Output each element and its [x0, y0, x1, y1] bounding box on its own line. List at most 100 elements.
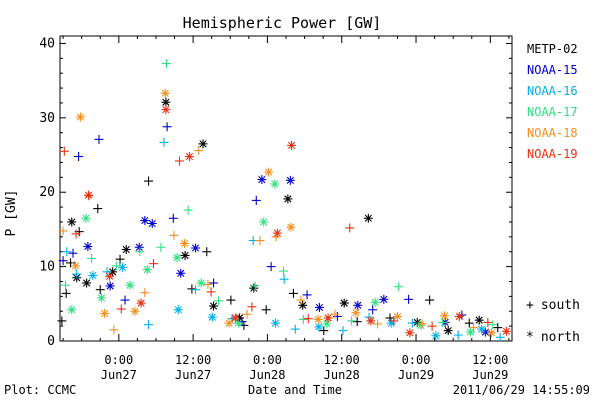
south-point-marker — [347, 316, 357, 326]
north-point-marker — [125, 280, 135, 290]
north-point-marker — [67, 305, 77, 315]
marker-legend-entry: + south — [526, 298, 580, 313]
marker-legend: + south * north — [526, 298, 580, 345]
legend-entry: NOAA-19 — [527, 147, 578, 161]
y-tick-label: 40 — [39, 36, 55, 51]
x-axis-label: Date and Time — [248, 383, 342, 397]
south-point-marker — [61, 280, 71, 290]
north-point-marker — [105, 281, 115, 291]
north-point-marker — [67, 217, 77, 227]
south-point-marker — [389, 316, 399, 326]
north-point-marker — [272, 228, 282, 238]
y-tick-label: 30 — [39, 111, 55, 126]
north-point-marker — [173, 305, 183, 315]
north-point-marker — [440, 311, 450, 321]
south-point-marker — [438, 317, 448, 327]
north-point-marker — [323, 313, 333, 323]
north-point-marker — [416, 320, 426, 330]
south-point-marker — [407, 318, 417, 328]
x-tick-time: 12:00 — [472, 353, 508, 367]
north-point-marker — [285, 175, 295, 185]
north-point-marker — [270, 318, 280, 328]
north-point-marker — [224, 318, 234, 328]
south-point-marker — [302, 290, 312, 300]
south-point-marker — [457, 310, 467, 320]
south-point-marker — [61, 288, 71, 298]
legend-entry: NOAA-18 — [527, 126, 578, 140]
north-point-marker — [270, 179, 280, 189]
south-point-marker — [427, 321, 437, 331]
south-point-marker — [338, 326, 348, 336]
south-point-marker — [175, 156, 185, 166]
plot-credit: Plot: CCMC — [4, 383, 76, 397]
north-point-marker — [198, 139, 208, 149]
south-point-marker — [483, 317, 493, 327]
south-point-marker — [120, 295, 130, 305]
legend: METP-02 NOAA-15 NOAA-16 NOAA-17 NOAA-18 NOAA-… — [527, 42, 578, 161]
north-point-marker — [83, 242, 93, 252]
north-point-marker — [100, 308, 110, 318]
north-point-marker — [176, 268, 186, 278]
south-point-marker — [296, 295, 306, 305]
north-point-marker — [379, 294, 389, 304]
south-point-marker — [72, 269, 82, 279]
legend-entry: METP-02 — [527, 42, 578, 56]
south-point-marker — [62, 247, 72, 257]
south-point-marker — [209, 278, 219, 288]
north-point-marker — [75, 112, 85, 122]
south-point-marker — [156, 242, 166, 252]
north-point-marker — [134, 242, 144, 252]
south-point-marker — [298, 314, 308, 324]
north-point-marker — [121, 245, 131, 254]
south-point-marker — [345, 223, 355, 233]
south-point-marker — [168, 213, 178, 223]
south-point-marker — [66, 258, 76, 268]
north-point-marker — [370, 297, 380, 307]
south-point-marker — [266, 262, 276, 272]
south-point-marker — [303, 314, 313, 324]
south-point-marker — [144, 320, 154, 330]
south-point-marker — [74, 152, 84, 162]
north-point-marker — [207, 312, 217, 322]
south-point-marker — [255, 236, 265, 246]
south-point-marker — [115, 254, 125, 264]
x-tick-time: 0:00 — [104, 353, 133, 367]
north-point-marker — [286, 222, 296, 232]
south-point-marker — [279, 266, 289, 276]
north-point-marker — [196, 278, 206, 288]
south-point-marker — [493, 323, 503, 333]
south-point-marker — [59, 146, 69, 156]
south-point-marker — [319, 326, 329, 336]
north-point-marker — [477, 324, 487, 334]
north-point-marker — [130, 306, 140, 316]
south-point-marker — [183, 205, 193, 215]
north-point-marker — [501, 326, 511, 336]
south-point-marker — [352, 317, 362, 327]
north-point-marker — [209, 301, 219, 311]
south-point-marker — [162, 122, 172, 132]
north-point-marker — [386, 318, 396, 328]
south-point-marker — [169, 230, 179, 240]
south-point-marker — [417, 319, 427, 329]
south-point-marker — [57, 316, 67, 326]
north-point-marker — [454, 311, 464, 321]
north-point-marker — [191, 243, 201, 253]
x-tick-date: Jun28 — [249, 368, 285, 382]
south-point-marker — [68, 248, 78, 258]
north-point-marker — [142, 265, 152, 275]
north-point-marker — [70, 261, 80, 271]
north-point-marker — [259, 217, 269, 227]
north-point-marker — [230, 313, 240, 323]
north-point-marker — [322, 319, 332, 329]
north-point-marker — [353, 300, 363, 310]
south-point-marker — [144, 176, 154, 186]
north-point-marker — [96, 293, 106, 303]
y-tick-label: 10 — [39, 260, 55, 275]
x-tick-date: Jun27 — [175, 368, 211, 382]
plot-timestamp: 2011/06/29 14:55:09 — [453, 383, 590, 397]
north-point-marker — [363, 213, 373, 223]
south-point-marker — [148, 259, 158, 269]
legend-entry: NOAA-17 — [527, 105, 578, 119]
north-point-marker — [172, 253, 182, 263]
north-point-marker — [249, 283, 259, 293]
